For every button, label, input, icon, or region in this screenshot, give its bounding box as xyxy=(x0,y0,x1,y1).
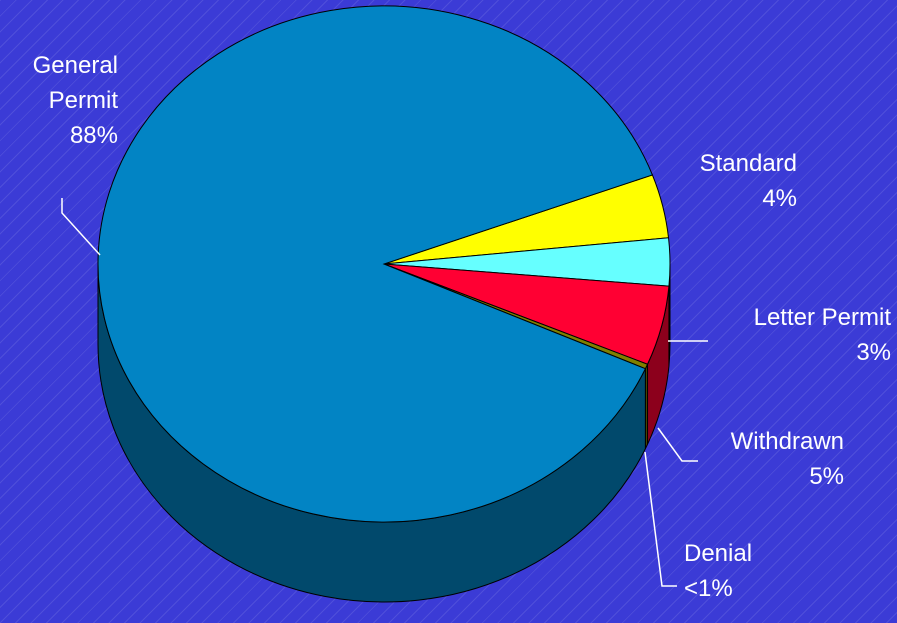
label-letter-permit: Letter Permit 3% xyxy=(753,304,891,366)
leader-lines xyxy=(61,198,708,587)
leader-denial xyxy=(644,451,677,587)
pie-slices xyxy=(97,5,671,523)
pie-slice-general-permit xyxy=(97,5,654,523)
label-general-permit: General Permit 88% xyxy=(32,52,118,149)
label-standard: Standard 4% xyxy=(699,150,797,212)
leader-withdrawn xyxy=(657,427,698,462)
label-withdrawn: Withdrawn 5% xyxy=(730,428,844,490)
pie-sides xyxy=(97,263,671,603)
label-denial: Denial <1% xyxy=(684,540,753,602)
leader-general-permit xyxy=(61,198,101,256)
